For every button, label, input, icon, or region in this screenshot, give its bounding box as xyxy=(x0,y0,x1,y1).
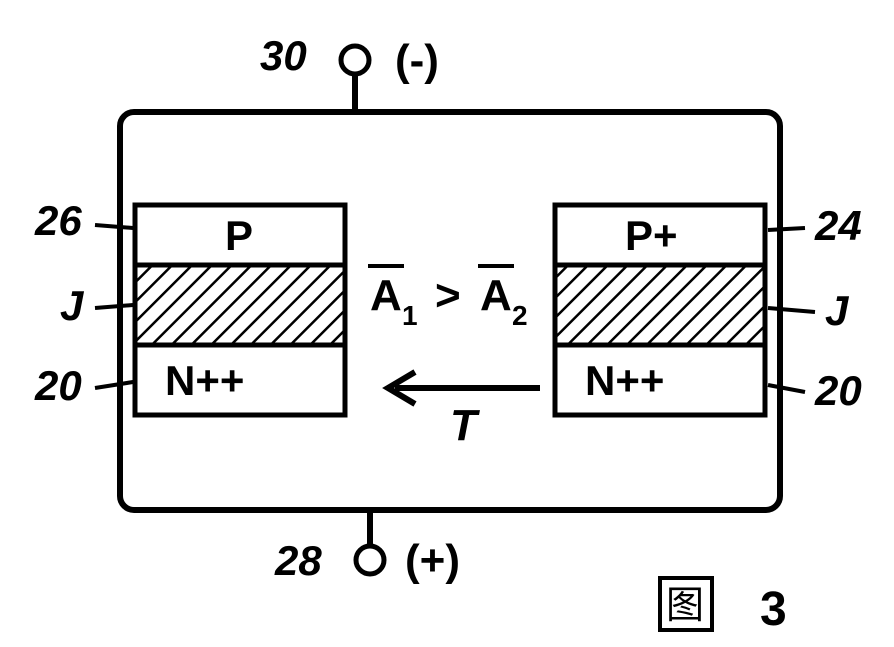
terminal-bottom-polarity: (+) xyxy=(405,536,460,585)
a2-letter: A xyxy=(480,271,512,320)
terminal-top-node xyxy=(341,46,369,74)
right-row-top-label: P+ xyxy=(625,212,678,259)
diagram-canvas: 30 (-) 28 (+) P N++ 26 J 20 P+ N++ 24 J … xyxy=(0,0,894,647)
left-row-top-label: P xyxy=(225,212,253,259)
terminal-bottom-ref: 28 xyxy=(274,537,322,584)
figure-label-num: 3 xyxy=(760,583,787,636)
leader-right-top xyxy=(768,228,805,230)
leader-left-bot xyxy=(95,382,133,388)
terminal-top-polarity: (-) xyxy=(395,36,439,85)
left-ref-mid: J xyxy=(60,282,85,329)
right-ref-bot: 20 xyxy=(814,367,862,414)
t-arrow-label: T xyxy=(450,401,480,450)
leader-right-mid xyxy=(768,308,815,312)
svg-text:A: A xyxy=(480,271,512,320)
a1-letter: A xyxy=(370,271,402,320)
leader-right-bot xyxy=(768,385,805,392)
a1-sub: 1 xyxy=(402,300,418,331)
left-ref-bot: 20 xyxy=(34,362,82,409)
left-ref-top: 26 xyxy=(34,197,82,244)
svg-text:A: A xyxy=(370,271,402,320)
right-row-bot-label: N++ xyxy=(585,357,664,404)
terminal-bottom-node xyxy=(356,546,384,574)
gt-sign: > xyxy=(435,271,461,320)
left-stack: P N++ xyxy=(130,200,350,420)
figure-label-icon: 图 xyxy=(666,585,704,627)
right-ref-top: 24 xyxy=(814,202,862,249)
t-arrow: T xyxy=(388,372,540,450)
left-row-bot-label: N++ xyxy=(165,357,244,404)
right-stack: P+ N++ xyxy=(550,200,770,420)
a2-sub: 2 xyxy=(512,300,528,331)
terminal-top-ref: 30 xyxy=(260,32,307,79)
leader-left-mid xyxy=(95,305,133,308)
leader-left-top xyxy=(95,225,133,228)
figure-label: 图 3 xyxy=(660,578,787,636)
center-inequality: A 1 > A 2 xyxy=(368,266,528,331)
right-ref-mid: J xyxy=(825,287,850,334)
